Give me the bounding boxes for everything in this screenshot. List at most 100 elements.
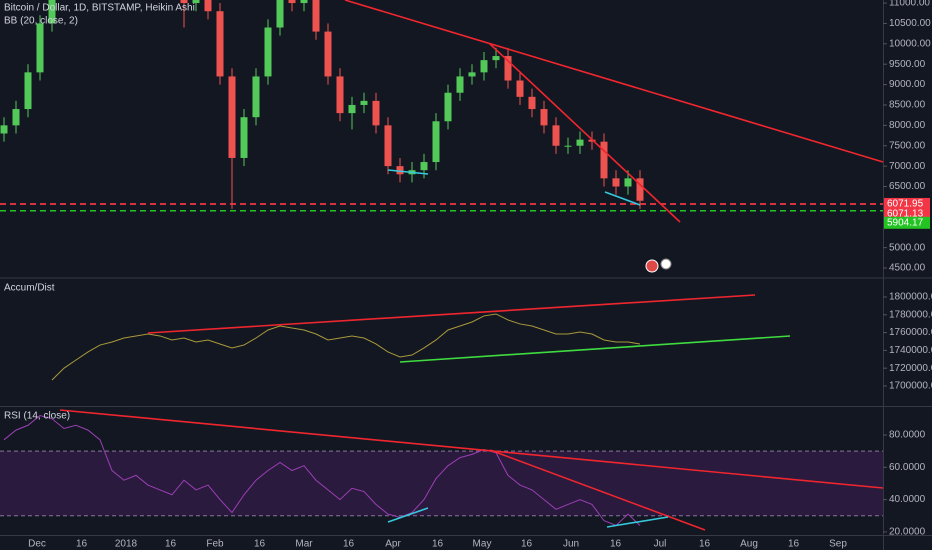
- candle-body: [516, 80, 524, 97]
- candle-body: [348, 104, 356, 114]
- y-tick-label: 5000.00: [889, 242, 926, 253]
- y-tick-label: 10000.00: [889, 38, 931, 49]
- candle-body: [264, 27, 272, 77]
- event-icon: [645, 259, 659, 273]
- pane: [51, 313, 641, 381]
- candle-body: [600, 141, 608, 179]
- x-tick-label: 2018: [115, 539, 138, 550]
- trend-line: [147, 294, 756, 334]
- candle-body: [360, 100, 368, 105]
- candle-body: [480, 60, 488, 73]
- x-tick-label: 16: [521, 539, 533, 550]
- candle-body: [48, 0, 56, 24]
- y-tick-label: 11000.00: [889, 0, 930, 9]
- candle-body: [240, 117, 248, 158]
- x-tick-label: 16: [788, 539, 800, 550]
- x-tick-label: 16: [76, 539, 88, 550]
- y-tick-label: 9500.00: [889, 59, 926, 70]
- y-tick-label: 10500.00: [889, 18, 931, 29]
- candle-body: [24, 72, 32, 110]
- x-tick-label: Apr: [385, 539, 401, 550]
- x-tick-label: 16: [343, 539, 355, 550]
- drawings: [59, 0, 884, 531]
- candle-body: [624, 178, 632, 187]
- x-tick-label: Aug: [740, 539, 758, 550]
- candle-body: [336, 76, 344, 114]
- candle-body: [288, 0, 296, 4]
- candle-body: [216, 11, 224, 77]
- candle-body: [528, 96, 536, 110]
- x-tick-label: 16: [165, 539, 177, 550]
- price-label: 6071.13: [887, 209, 924, 220]
- y-tick-label: 7500.00: [889, 140, 926, 151]
- y-tick-label: 9000.00: [889, 79, 926, 90]
- trend-line: [59, 409, 884, 489]
- y-tick-label: 1800000.0000: [889, 292, 932, 303]
- y-tick-label: 1700000.0000: [889, 381, 932, 392]
- candle-body: [504, 56, 512, 81]
- x-tick-label: Feb: [206, 539, 224, 550]
- x-tick-label: Sep: [829, 539, 847, 550]
- candle-body: [0, 125, 8, 134]
- trend-line: [387, 169, 429, 175]
- x-tick-label: 16: [610, 539, 622, 550]
- series-line: [51, 313, 641, 381]
- candle-body: [276, 0, 284, 28]
- y-tick-label: 7000.00: [889, 161, 926, 172]
- trend-line: [399, 335, 791, 363]
- y-tick-label: 40.0000: [889, 494, 926, 505]
- y-tick-label: 1760000.0000: [889, 327, 932, 338]
- candle-body: [324, 31, 332, 77]
- y-tick-label: 60.0000: [889, 462, 926, 473]
- y-tick-label: 80.0000: [889, 430, 926, 441]
- candle-body: [432, 121, 440, 163]
- candle-body: [372, 100, 380, 126]
- candle-body: [12, 109, 20, 126]
- candle-body: [180, 0, 188, 4]
- candle-body: [636, 178, 644, 201]
- y-tick-label: 1740000.0000: [889, 345, 932, 356]
- pane-title: RSI (14, close): [4, 411, 70, 422]
- x-tick-label: 16: [254, 539, 266, 550]
- x-tick-label: Dec: [28, 539, 46, 550]
- candle-body: [396, 166, 404, 175]
- y-tick-label: 20.0000: [889, 527, 926, 538]
- trend-line: [489, 43, 681, 223]
- candle-body: [192, 0, 200, 4]
- price-label: 6071.95: [887, 199, 924, 210]
- candle-body: [564, 145, 572, 147]
- y-tick-label: 8000.00: [889, 120, 926, 131]
- pane-title: Accum/Dist: [4, 283, 55, 294]
- y-tick-label: 8500.00: [889, 100, 926, 111]
- candle-body: [420, 162, 428, 171]
- trend-line: [489, 449, 706, 531]
- candle-body: [384, 125, 392, 167]
- trend-line: [344, 0, 884, 163]
- trend-line: [387, 507, 429, 523]
- trend-line: [604, 191, 641, 206]
- x-tick-label: Mar: [295, 539, 313, 550]
- price-label-box: [884, 197, 930, 210]
- candle-body: [552, 125, 560, 146]
- candle-body: [312, 0, 320, 32]
- pane: [0, 0, 644, 209]
- chart-title: Bitcoin / Dollar, 1D, BITSTAMP, Heikin A…: [4, 3, 195, 14]
- level-band: [0, 451, 883, 516]
- candle-body: [204, 0, 212, 12]
- y-tick-label: 1720000.0000: [889, 363, 932, 374]
- event-icon: [660, 258, 672, 270]
- candle-body: [468, 72, 476, 77]
- price-label-box: [884, 216, 930, 229]
- indicator-title: BB (20, close, 2): [4, 16, 78, 27]
- y-tick-label: 1780000.0000: [889, 309, 932, 320]
- price-label: 5904.17: [887, 217, 924, 228]
- x-tick-label: Jul: [654, 539, 667, 550]
- x-tick-label: 16: [432, 539, 444, 550]
- candle-body: [456, 76, 464, 93]
- x-tick-label: Jun: [563, 539, 579, 550]
- x-tick-label: May: [473, 539, 492, 550]
- candle-body: [228, 76, 236, 158]
